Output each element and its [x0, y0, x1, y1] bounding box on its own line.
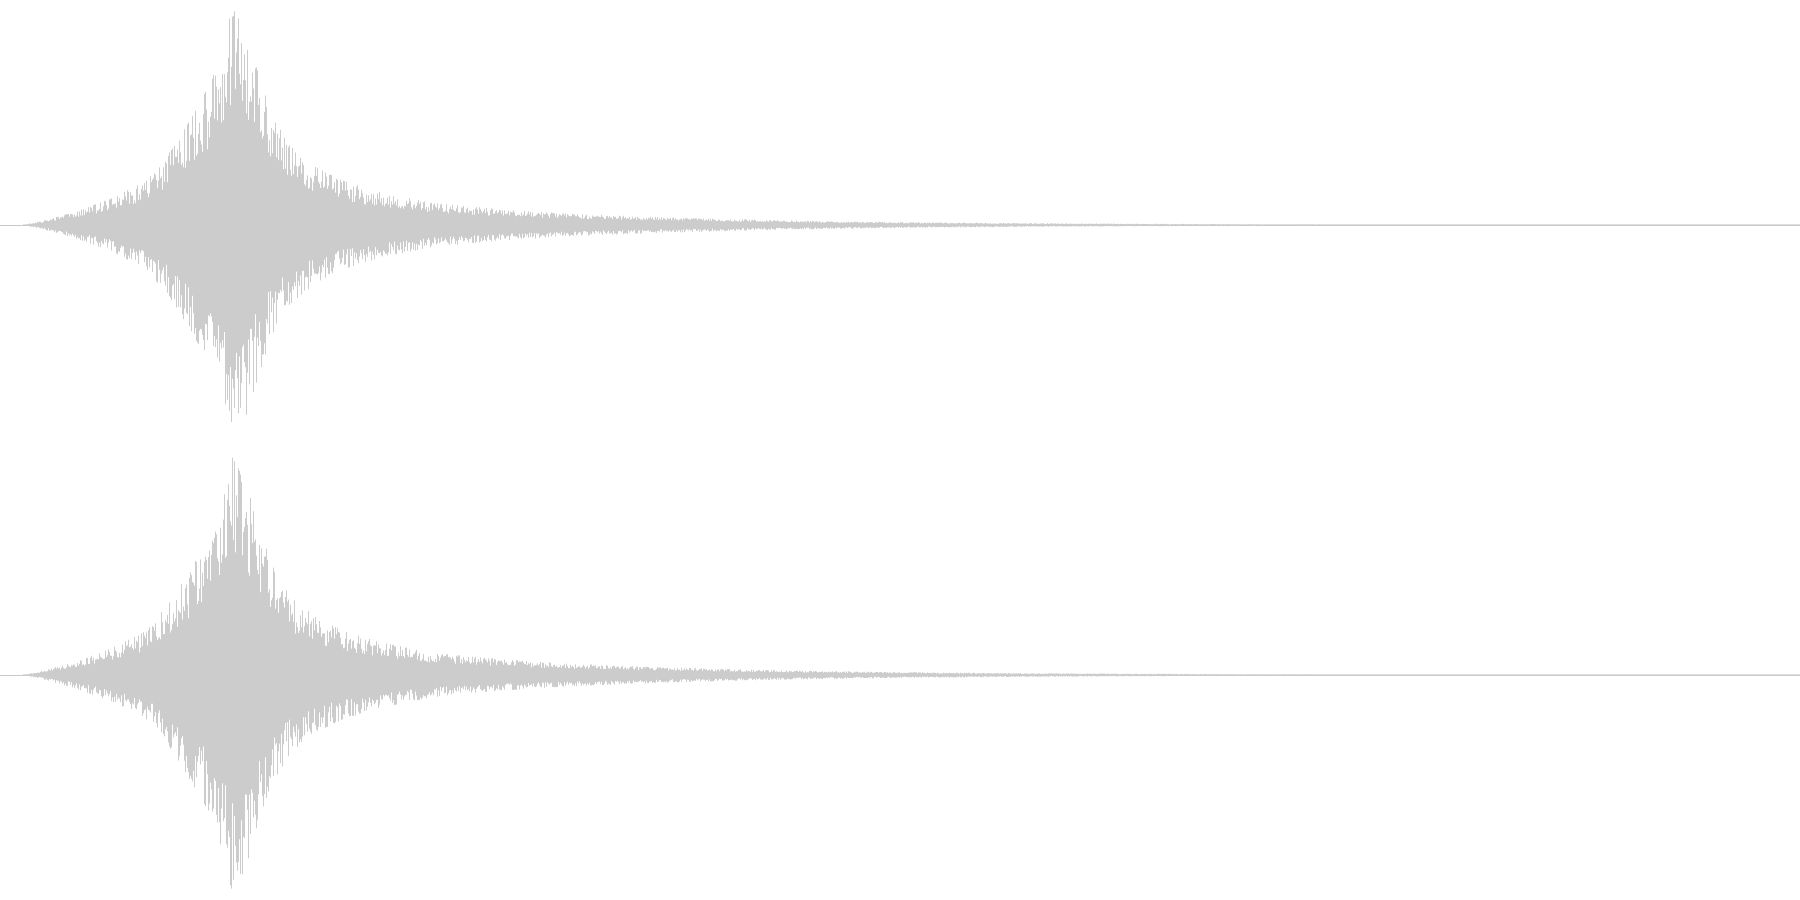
waveform-envelope — [23, 11, 1800, 422]
waveform-channel-2 — [0, 457, 1800, 889]
waveform-channel-1 — [0, 11, 1800, 422]
waveform-envelope — [23, 457, 1800, 889]
